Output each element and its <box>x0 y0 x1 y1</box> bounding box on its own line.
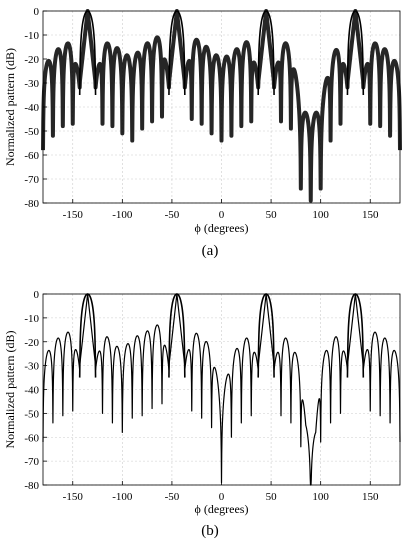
y-tick-label: -40 <box>24 102 39 114</box>
y-tick-label: -70 <box>24 174 39 186</box>
y-tick-label: -20 <box>24 54 39 66</box>
y-tick-label: -10 <box>24 313 39 325</box>
x-tick-label: 100 <box>312 491 329 503</box>
y-tick-label: -10 <box>24 30 39 42</box>
y-tick-label: -60 <box>24 150 39 162</box>
pattern-series-line <box>41 9 402 203</box>
x-tick-label: -50 <box>165 209 180 221</box>
panel-caption: (b) <box>201 523 219 539</box>
y-axis-label: Normalized pattern (dB) <box>3 331 17 449</box>
x-tick-label: 150 <box>362 491 379 503</box>
x-axis-label: ϕ (degrees) <box>195 502 249 516</box>
x-tick-label: -150 <box>63 209 84 221</box>
x-tick-label: 0 <box>219 491 225 503</box>
panel-a: -150 -100 -50 0 50 100 150 0 -10 -20 -30 -40 -50 -60 -… <box>3 6 402 259</box>
x-tick-label: 100 <box>312 209 329 221</box>
y-tick-label: -70 <box>24 456 39 468</box>
y-axis-label: Normalized pattern (dB) <box>3 48 17 166</box>
y-tick-label: -30 <box>24 78 39 90</box>
x-tick-label: 0 <box>219 209 225 221</box>
y-tick-label: -30 <box>24 361 39 373</box>
x-axis-label: ϕ (degrees) <box>195 221 249 235</box>
x-tick-label: 150 <box>362 209 379 221</box>
x-tick-label: -100 <box>112 209 133 221</box>
x-tick-label: 50 <box>266 491 278 503</box>
y-tick-label: -50 <box>24 408 39 420</box>
y-tick-label: 0 <box>34 289 40 301</box>
y-tick-label: -20 <box>24 337 39 349</box>
x-tick-label: -50 <box>165 491 180 503</box>
y-tick-label: -50 <box>24 126 39 138</box>
x-tick-label: -100 <box>112 491 133 503</box>
y-tick-label: -40 <box>24 385 39 397</box>
y-tick-label: 0 <box>34 6 40 18</box>
y-tick-label: -60 <box>24 432 39 444</box>
panel-b: -150 -100 -50 0 50 100 150 0 -10 -20 -30 -40 -50 -60 -… <box>3 289 401 539</box>
x-tick-label: 50 <box>266 209 278 221</box>
y-tick-label: -80 <box>24 198 39 210</box>
y-tick-label: -80 <box>24 480 39 492</box>
x-tick-label: -150 <box>63 491 84 503</box>
panel-caption: (a) <box>202 243 219 259</box>
